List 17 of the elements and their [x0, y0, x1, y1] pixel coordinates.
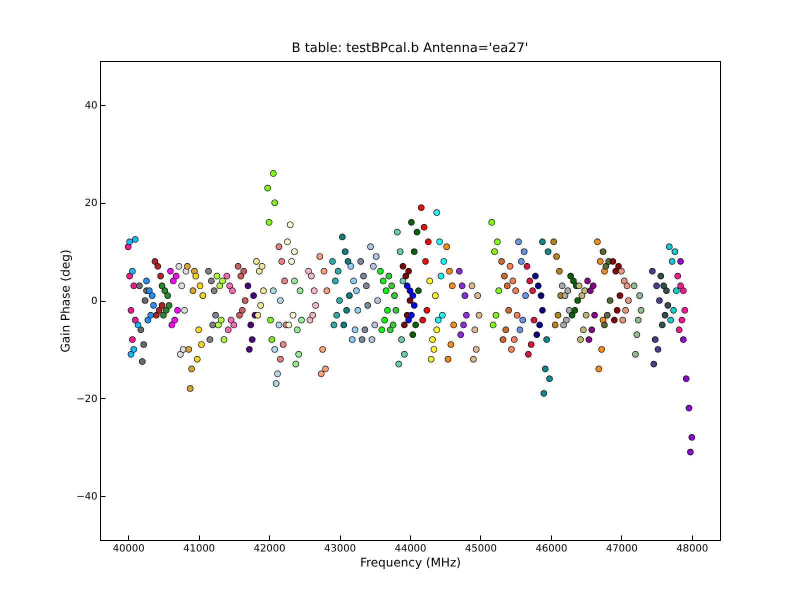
y-tick-label: 40 [84, 100, 98, 112]
y-tick-label: −40 [76, 492, 98, 503]
y-axis-title: Gain Phase (deg) [58, 249, 72, 353]
x-tick-label: 47000 [606, 544, 638, 554]
x-tick-label: 45000 [465, 544, 497, 554]
chart-title: B table: testBPcal.b Antenna='ea27' [292, 41, 528, 56]
x-tick-label: 43000 [324, 544, 356, 554]
x-axis-title: Frequency (MHz) [360, 556, 461, 570]
x-tick-label: 42000 [254, 544, 286, 554]
y-tick-label: 0 [91, 296, 98, 307]
x-tick-label: 41000 [183, 544, 216, 554]
x-tick-label: 46000 [536, 544, 568, 554]
y-tick-label: 20 [84, 198, 98, 210]
y-tick-label: −20 [76, 394, 98, 405]
x-tick-label: 48000 [676, 544, 708, 554]
x-tick-label: 44000 [394, 544, 426, 554]
x-tick-label: 40000 [112, 544, 145, 554]
